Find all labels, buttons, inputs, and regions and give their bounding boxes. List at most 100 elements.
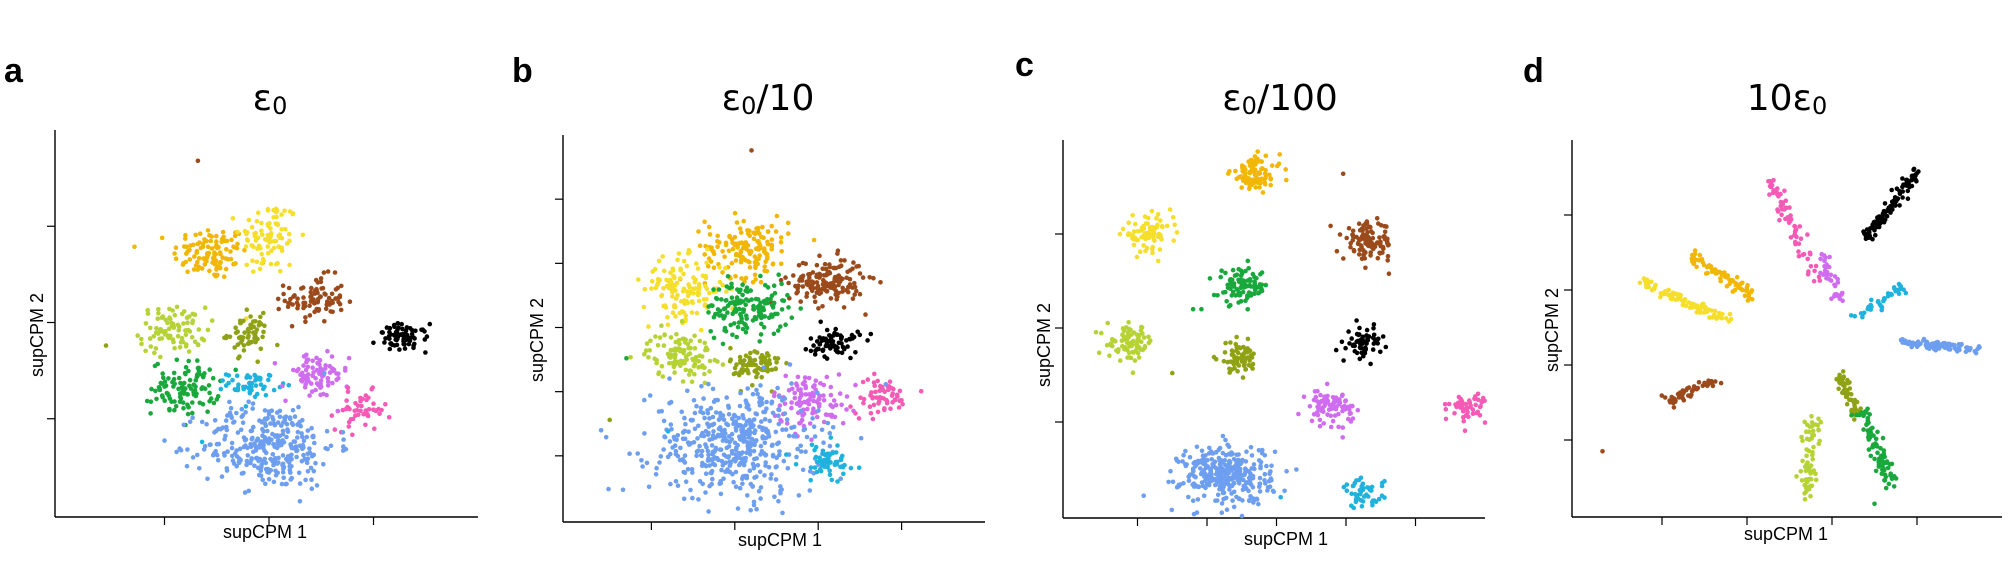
data-point	[1294, 467, 1299, 472]
data-point	[176, 328, 181, 333]
data-point	[865, 338, 870, 343]
data-point	[285, 458, 290, 464]
data-point	[812, 294, 817, 300]
data-point	[1829, 296, 1834, 302]
data-point	[277, 408, 283, 414]
data-point	[205, 244, 211, 250]
data-point	[1247, 182, 1253, 187]
data-point	[370, 385, 376, 390]
data-point	[1816, 416, 1821, 422]
data-point	[1887, 461, 1893, 467]
data-point	[1839, 291, 1845, 296]
data-point	[259, 420, 265, 425]
data-point	[1340, 435, 1345, 440]
data-point	[244, 262, 249, 268]
data-point	[723, 431, 728, 436]
data-point	[1872, 501, 1877, 507]
data-point	[1262, 471, 1268, 477]
data-point	[754, 387, 759, 393]
data-point	[733, 241, 739, 247]
data-point	[827, 472, 833, 478]
data-point	[255, 210, 261, 216]
data-point	[717, 240, 722, 245]
data-point	[1875, 429, 1880, 435]
data-point	[803, 347, 809, 352]
data-point	[840, 464, 846, 470]
data-point	[1369, 499, 1375, 505]
data-point	[195, 241, 201, 247]
data-point	[896, 405, 902, 410]
data-point	[1461, 418, 1466, 424]
data-point	[345, 389, 351, 395]
data-point	[246, 399, 251, 405]
data-point	[258, 473, 264, 479]
data-point	[1462, 428, 1468, 434]
data-point	[733, 484, 739, 490]
data-point	[290, 211, 296, 217]
data-point	[740, 292, 745, 298]
data-point	[1248, 444, 1254, 450]
data-point	[257, 320, 262, 325]
data-point	[307, 303, 312, 309]
data-point	[283, 398, 288, 404]
data-point	[1816, 274, 1822, 280]
data-point	[1340, 404, 1345, 410]
data-point	[1644, 277, 1650, 283]
data-point	[289, 445, 295, 451]
data-point	[273, 434, 278, 439]
data-point	[721, 452, 727, 458]
data-point	[710, 303, 715, 309]
data-point	[863, 312, 868, 317]
data-point	[770, 442, 775, 448]
data-point	[1260, 166, 1265, 171]
data-point	[1892, 200, 1897, 205]
data-point	[318, 365, 323, 371]
data-point	[705, 410, 711, 416]
data-point	[1359, 504, 1365, 509]
data-point	[148, 399, 154, 405]
data-point	[1241, 483, 1246, 489]
data-point	[1231, 284, 1237, 289]
data-point	[1667, 400, 1673, 405]
data-point	[684, 263, 690, 269]
data-point	[1355, 407, 1361, 413]
data-point	[1695, 385, 1701, 391]
data-point	[171, 376, 177, 382]
data-point	[678, 347, 683, 352]
data-point	[819, 427, 825, 433]
data-point	[1718, 380, 1724, 386]
data-point	[260, 256, 266, 262]
data-point	[697, 243, 703, 248]
data-point	[305, 469, 311, 474]
data-point	[1341, 484, 1347, 490]
data-point	[1226, 470, 1231, 476]
data-point	[824, 412, 829, 418]
data-point	[825, 271, 830, 276]
data-point	[698, 452, 704, 458]
data-point	[1461, 407, 1466, 413]
data-point	[1116, 347, 1121, 352]
data-point	[1882, 454, 1887, 460]
data-point	[1472, 396, 1477, 402]
data-point	[860, 379, 866, 385]
data-point	[729, 416, 735, 422]
data-point	[758, 443, 764, 449]
data-point	[709, 443, 715, 448]
data-point	[783, 427, 789, 432]
data-point	[1822, 258, 1827, 264]
data-point	[714, 296, 720, 302]
data-point	[1913, 341, 1919, 347]
data-point	[798, 449, 804, 454]
data-point	[636, 277, 641, 282]
data-point	[239, 406, 245, 412]
data-point	[1817, 438, 1822, 444]
data-point	[812, 352, 818, 357]
data-point	[1348, 244, 1353, 250]
data-point	[280, 469, 286, 475]
data-point	[1463, 401, 1469, 407]
data-point	[223, 266, 229, 272]
data-point	[647, 393, 653, 398]
data-point	[762, 264, 767, 269]
data-point	[1882, 201, 1888, 206]
